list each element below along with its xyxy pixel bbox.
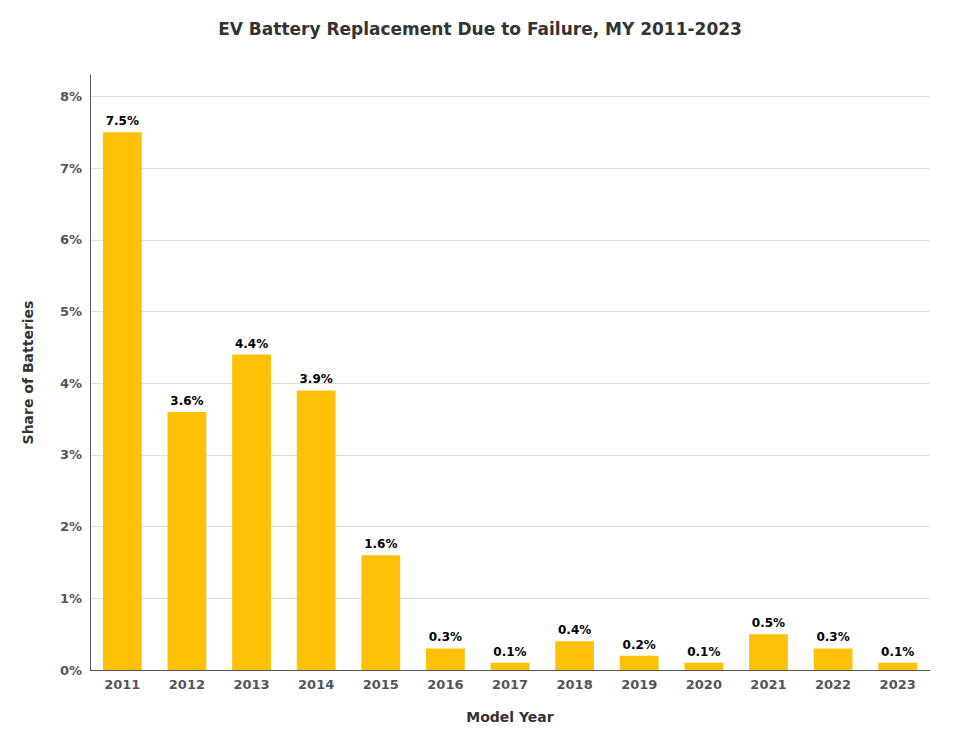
- svg-text:4%: 4%: [60, 376, 82, 391]
- svg-text:3.6%: 3.6%: [170, 394, 203, 408]
- svg-text:2011: 2011: [104, 677, 140, 692]
- svg-text:2013: 2013: [233, 677, 269, 692]
- svg-text:0%: 0%: [60, 663, 82, 678]
- svg-text:2%: 2%: [60, 519, 82, 534]
- svg-text:1.6%: 1.6%: [364, 537, 397, 551]
- svg-text:4.4%: 4.4%: [235, 337, 268, 351]
- svg-text:Model Year: Model Year: [466, 709, 554, 725]
- svg-text:0.1%: 0.1%: [493, 645, 526, 659]
- svg-text:0.1%: 0.1%: [881, 645, 914, 659]
- svg-text:0.3%: 0.3%: [816, 630, 849, 644]
- svg-text:1%: 1%: [60, 591, 82, 606]
- svg-text:7.5%: 7.5%: [106, 114, 139, 128]
- svg-text:5%: 5%: [60, 304, 82, 319]
- svg-text:0.5%: 0.5%: [752, 616, 785, 630]
- svg-text:2015: 2015: [363, 677, 399, 692]
- svg-text:2014: 2014: [298, 677, 334, 692]
- svg-text:7%: 7%: [60, 161, 82, 176]
- svg-text:6%: 6%: [60, 232, 82, 247]
- svg-text:2019: 2019: [621, 677, 657, 692]
- svg-text:EV Battery Replacement Due to: EV Battery Replacement Due to Failure, M…: [218, 19, 742, 39]
- svg-text:2016: 2016: [427, 677, 463, 692]
- svg-text:2017: 2017: [492, 677, 528, 692]
- svg-text:Share of Batteries: Share of Batteries: [20, 301, 36, 445]
- svg-text:0.4%: 0.4%: [558, 623, 591, 637]
- svg-text:2020: 2020: [686, 677, 722, 692]
- svg-text:2018: 2018: [557, 677, 593, 692]
- svg-text:3%: 3%: [60, 447, 82, 462]
- svg-text:8%: 8%: [60, 89, 82, 104]
- svg-text:2022: 2022: [815, 677, 851, 692]
- svg-text:3.9%: 3.9%: [300, 372, 333, 386]
- svg-text:2023: 2023: [880, 677, 916, 692]
- svg-text:0.2%: 0.2%: [623, 638, 656, 652]
- svg-text:2021: 2021: [750, 677, 786, 692]
- svg-text:2012: 2012: [169, 677, 205, 692]
- svg-text:0.3%: 0.3%: [429, 630, 462, 644]
- svg-text:0.1%: 0.1%: [687, 645, 720, 659]
